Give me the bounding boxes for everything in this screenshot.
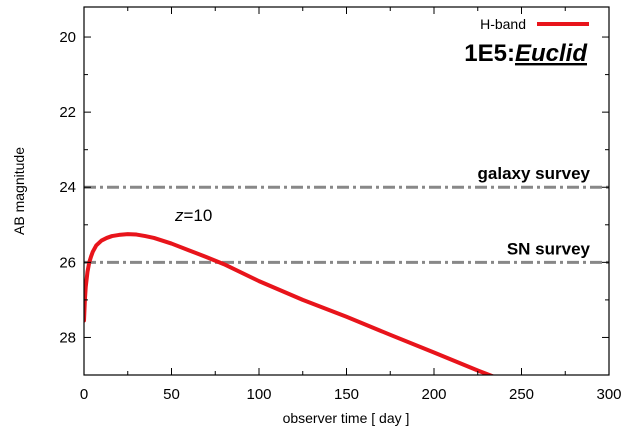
y-tick-label: 26 <box>59 254 76 271</box>
y-tick-label: 20 <box>59 29 76 46</box>
redshift-symbol: z <box>174 206 184 225</box>
threshold-label: galaxy survey <box>478 164 591 183</box>
x-axis-title: observer time [ day ] <box>283 410 410 426</box>
legend: H-band <box>480 16 589 32</box>
y-tick-label: 24 <box>59 179 76 196</box>
x-tick-label: 200 <box>421 386 446 403</box>
axis-tick-labels: 0 50 100 150 200 250 300 20 22 24 26 28 <box>59 29 621 403</box>
series-lines <box>84 232 495 375</box>
x-tick-label: 250 <box>509 386 534 403</box>
x-tick-label: 300 <box>596 386 621 403</box>
y-tick-label: 22 <box>59 104 76 121</box>
threshold-label: SN survey <box>507 239 591 258</box>
panel-title-emphasis: Euclid <box>515 40 588 67</box>
threshold-labels: galaxy survey SN survey <box>478 164 591 258</box>
panel-title-prefix: 1E5: <box>464 40 515 67</box>
y-tick-label: 28 <box>59 329 76 346</box>
legend-label-h-band: H-band <box>480 16 526 32</box>
x-tick-label: 150 <box>334 386 359 403</box>
x-tick-label: 100 <box>246 386 271 403</box>
plot-area <box>84 7 609 375</box>
redshift-annotation: z=10 <box>174 206 212 225</box>
redshift-value: =10 <box>184 206 213 225</box>
x-tick-label: 0 <box>80 386 88 403</box>
y-axis-title: AB magnitude <box>11 147 27 235</box>
series-line-h-band <box>84 232 495 375</box>
threshold-lines <box>84 185 609 264</box>
panel-title: 1E5:Euclid <box>464 40 588 67</box>
axis-ticks <box>83 7 610 376</box>
x-tick-label: 50 <box>163 386 180 403</box>
